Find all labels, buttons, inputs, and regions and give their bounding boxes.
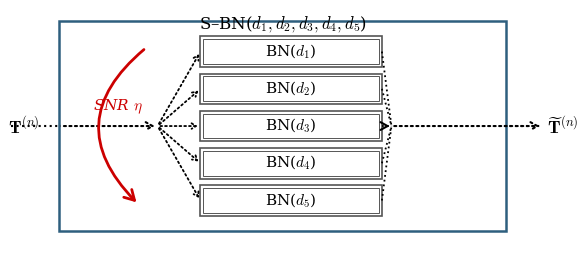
Bar — [201, 111, 382, 141]
Bar — [203, 76, 379, 101]
Text: $\mathbf{T}^{(n)}$: $\mathbf{T}^{(n)}$ — [8, 115, 39, 137]
Bar — [203, 188, 379, 213]
Bar — [203, 114, 379, 138]
Bar — [203, 39, 379, 64]
Text: BN($d_3$): BN($d_3$) — [265, 117, 317, 135]
Bar — [59, 21, 506, 231]
Text: S–BN($d_1,d_2,d_3,d_4,d_5$): S–BN($d_1,d_2,d_3,d_4,d_5$) — [199, 14, 366, 34]
FancyArrowPatch shape — [99, 50, 144, 200]
Text: SNR $\eta$: SNR $\eta$ — [92, 98, 142, 116]
Bar — [203, 151, 379, 176]
Text: BN($d_4$): BN($d_4$) — [265, 154, 317, 172]
Text: BN($d_2$): BN($d_2$) — [265, 80, 317, 98]
Bar — [201, 36, 382, 67]
Bar — [201, 185, 382, 216]
Text: $\widetilde{\mathbf{T}}^{(n)}$: $\widetilde{\mathbf{T}}^{(n)}$ — [547, 115, 578, 137]
Text: BN($d_1$): BN($d_1$) — [265, 42, 317, 61]
Bar — [201, 74, 382, 104]
Text: BN($d_5$): BN($d_5$) — [265, 192, 317, 210]
Bar — [201, 148, 382, 179]
